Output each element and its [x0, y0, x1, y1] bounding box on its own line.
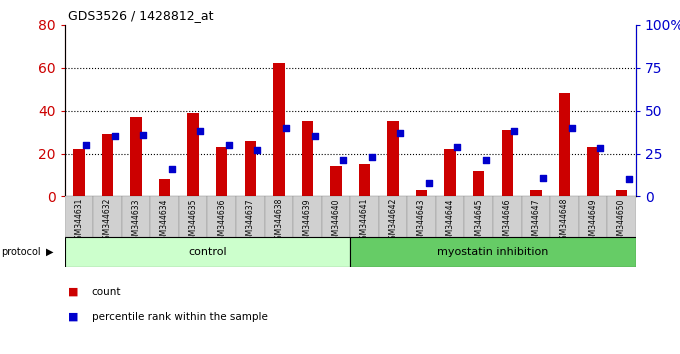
Text: GDS3526 / 1428812_at: GDS3526 / 1428812_at: [68, 9, 214, 22]
Text: count: count: [92, 287, 121, 297]
Bar: [245, 141, 256, 196]
Text: GSM344639: GSM344639: [303, 198, 312, 245]
Bar: [588, 147, 598, 196]
Text: myostatin inhibition: myostatin inhibition: [437, 247, 549, 257]
Text: GSM344650: GSM344650: [617, 198, 626, 245]
Bar: [530, 190, 541, 196]
Bar: [188, 113, 199, 196]
Text: ▶: ▶: [46, 247, 54, 257]
Bar: [102, 134, 113, 196]
Bar: [207, 196, 236, 237]
Point: [137, 132, 148, 137]
Bar: [350, 196, 379, 237]
Point: [252, 147, 262, 153]
Text: percentile rank within the sample: percentile rank within the sample: [92, 312, 268, 322]
Point: [480, 158, 491, 163]
Bar: [216, 147, 227, 196]
Point: [80, 142, 91, 148]
Text: GSM344646: GSM344646: [503, 198, 512, 245]
Bar: [550, 196, 579, 237]
Text: GSM344641: GSM344641: [360, 198, 369, 245]
Point: [566, 125, 577, 131]
Point: [624, 176, 634, 182]
Point: [394, 130, 405, 136]
Text: ■: ■: [68, 312, 78, 322]
Text: ■: ■: [68, 287, 78, 297]
Text: GSM344642: GSM344642: [388, 198, 398, 245]
Bar: [150, 196, 179, 237]
Text: GSM344632: GSM344632: [103, 198, 112, 245]
Point: [423, 180, 434, 185]
Bar: [407, 196, 436, 237]
Point: [280, 125, 291, 131]
Point: [109, 133, 120, 139]
Text: GSM344635: GSM344635: [188, 198, 198, 245]
Bar: [473, 171, 484, 196]
Bar: [464, 196, 493, 237]
Bar: [445, 149, 456, 196]
Point: [509, 129, 520, 134]
Bar: [436, 196, 464, 237]
Bar: [322, 196, 350, 237]
Bar: [65, 196, 93, 237]
Point: [166, 166, 177, 172]
Text: GSM344638: GSM344638: [274, 198, 284, 245]
Text: GSM344631: GSM344631: [74, 198, 84, 245]
Bar: [302, 121, 313, 196]
Bar: [131, 117, 141, 196]
Bar: [93, 196, 122, 237]
Point: [537, 175, 548, 181]
Bar: [579, 196, 607, 237]
Bar: [265, 196, 293, 237]
Bar: [416, 190, 427, 196]
Bar: [65, 237, 350, 267]
Text: control: control: [188, 247, 226, 257]
Text: GSM344648: GSM344648: [560, 198, 569, 245]
Bar: [350, 237, 636, 267]
Text: GSM344636: GSM344636: [217, 198, 226, 245]
Text: GSM344633: GSM344633: [131, 198, 141, 245]
Text: GSM344634: GSM344634: [160, 198, 169, 245]
Point: [452, 144, 462, 149]
Text: GSM344645: GSM344645: [474, 198, 483, 245]
Bar: [330, 166, 341, 196]
Bar: [493, 196, 522, 237]
Bar: [502, 130, 513, 196]
Bar: [159, 179, 170, 196]
Point: [194, 129, 205, 134]
Text: GSM344649: GSM344649: [588, 198, 598, 245]
Text: GSM344644: GSM344644: [445, 198, 455, 245]
Point: [594, 145, 606, 151]
Bar: [379, 196, 407, 237]
Bar: [179, 196, 207, 237]
Bar: [122, 196, 150, 237]
Point: [309, 133, 320, 139]
Text: GSM344640: GSM344640: [331, 198, 341, 245]
Bar: [607, 196, 636, 237]
Bar: [559, 93, 570, 196]
Point: [366, 154, 377, 160]
Bar: [236, 196, 265, 237]
Text: GSM344643: GSM344643: [417, 198, 426, 245]
Point: [337, 158, 348, 163]
Text: protocol: protocol: [1, 247, 41, 257]
Bar: [73, 149, 84, 196]
Point: [223, 142, 234, 148]
Text: GSM344637: GSM344637: [245, 198, 255, 245]
Bar: [388, 121, 398, 196]
Text: GSM344647: GSM344647: [531, 198, 541, 245]
Bar: [522, 196, 550, 237]
Bar: [616, 190, 627, 196]
Bar: [273, 63, 284, 196]
Bar: [359, 164, 370, 196]
Bar: [293, 196, 322, 237]
